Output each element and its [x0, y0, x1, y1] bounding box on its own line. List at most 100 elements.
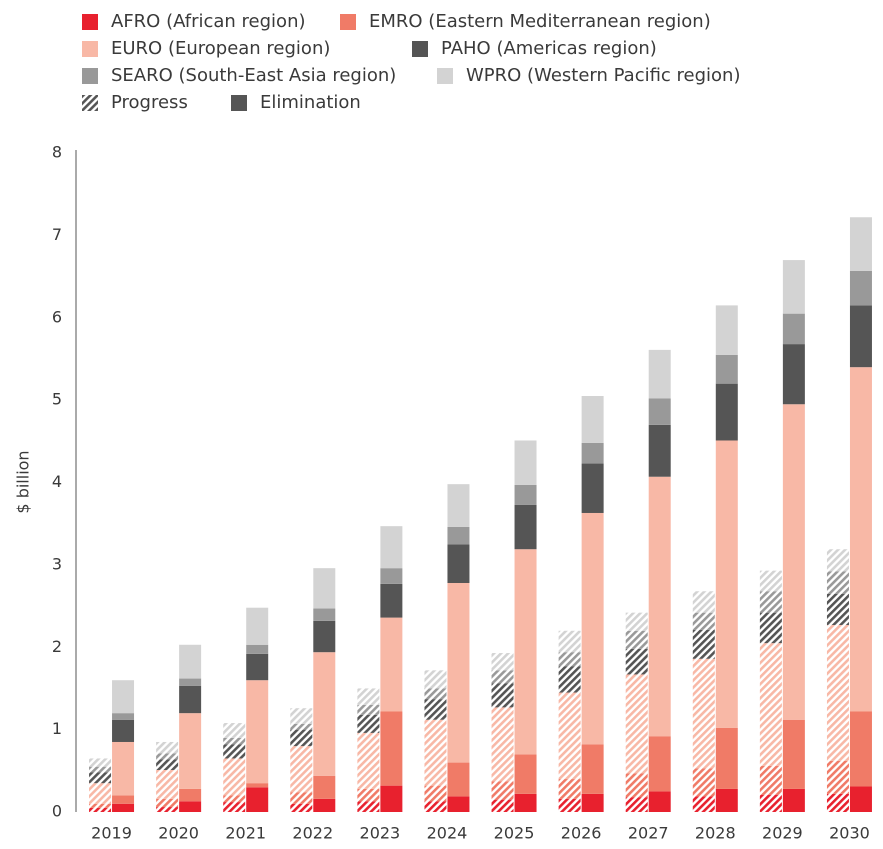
x-tick-label: 2020 [158, 824, 199, 843]
progress-bar-segment [357, 801, 380, 812]
progress-bar-segment [89, 766, 112, 773]
elimination-bar-segment [246, 787, 269, 812]
elimination-bar-segment [782, 404, 805, 720]
elimination-bar-segment [447, 582, 470, 763]
progress-bar-segment [692, 768, 715, 797]
elimination-bar-segment [112, 795, 135, 804]
elimination-bar-segment [380, 526, 403, 569]
elimination-bar-segment [246, 644, 269, 654]
elimination-bar-segment [112, 719, 135, 742]
progress-bar-segment [89, 772, 112, 784]
progress-bar-segment [357, 714, 380, 733]
y-tick-label: 5 [52, 390, 62, 409]
elimination-bar-segment [581, 793, 604, 812]
progress-bar-segment [156, 759, 179, 770]
elimination-bar-segment [380, 617, 403, 712]
legend-label: WPRO (Western Pacific region) [466, 65, 741, 86]
elimination-bar-segment [313, 568, 336, 609]
progress-bar-segment [759, 612, 782, 644]
progress-bar-segment [625, 630, 648, 649]
elimination-bar-segment [179, 801, 202, 812]
y-tick-label: 0 [52, 802, 62, 821]
progress-bar-segment [826, 625, 849, 761]
progress-bar-segment [357, 704, 380, 715]
elimination-bar-segment [447, 544, 470, 583]
progress-bar-segment [826, 593, 849, 626]
legend-label: EURO (European region) [111, 38, 330, 59]
legend-label: SEARO (South-East Asia region) [111, 65, 396, 86]
elimination-bar-segment [715, 305, 738, 355]
y-tick-label: 7 [52, 225, 62, 244]
progress-bar-segment [89, 758, 112, 767]
progress-bar-segment [491, 670, 514, 684]
progress-bar-segment [692, 629, 715, 659]
legend-swatch [231, 95, 247, 111]
elimination-bar-segment [447, 526, 470, 545]
elimination-bar-segment [313, 608, 336, 621]
elimination-bar-segment [514, 754, 537, 794]
x-tick-label: 2019 [91, 824, 132, 843]
progress-bar-segment [223, 758, 246, 796]
x-tick-label: 2025 [494, 824, 535, 843]
elimination-bar-segment [581, 512, 604, 745]
progress-bar-segment [223, 802, 246, 812]
progress-bar-segment [759, 570, 782, 592]
elimination-bar-segment [849, 367, 872, 712]
elimination-bar-segment [246, 783, 269, 788]
y-tick-label: 6 [52, 307, 62, 326]
progress-bar-segment [625, 674, 648, 774]
progress-bar-segment [558, 652, 581, 667]
legend-swatch [340, 14, 356, 30]
elimination-bar-segment [179, 644, 202, 679]
progress-bar-segment [223, 744, 246, 759]
elimination-bar-segment [715, 383, 738, 441]
elimination-bar-segment [380, 583, 403, 618]
y-tick-label: 3 [52, 554, 62, 573]
progress-bar-segment [156, 753, 179, 760]
elimination-bar-segment [179, 713, 202, 789]
y-axis-label: $ billion [14, 450, 33, 513]
progress-bar-segment [290, 729, 313, 747]
progress-bar-segment [491, 653, 514, 671]
progress-bar-segment [826, 760, 849, 794]
x-tick-label: 2023 [360, 824, 401, 843]
x-tick-label: 2029 [762, 824, 803, 843]
progress-bar-segment [491, 799, 514, 812]
elimination-bar-segment [112, 680, 135, 714]
progress-bar-segment [156, 769, 179, 799]
progress-bar-segment [826, 549, 849, 572]
elimination-bar-segment [313, 620, 336, 653]
elimination-bar-segment [179, 685, 202, 714]
legend-swatch [412, 41, 428, 57]
progress-bar-segment [692, 796, 715, 812]
legend-label: Progress [111, 92, 188, 113]
progress-bar-segment [357, 688, 380, 705]
progress-bar-segment [290, 792, 313, 804]
elimination-bar-segment [514, 504, 537, 550]
elimination-bar-segment [581, 744, 604, 794]
progress-bar-segment [156, 798, 179, 808]
elimination-bar-segment [246, 680, 269, 784]
elimination-bar-segment [849, 786, 872, 812]
elimination-bar-segment [112, 713, 135, 720]
elimination-bar-segment [380, 568, 403, 584]
progress-bar-segment [290, 746, 313, 793]
elimination-bar-segment [447, 762, 470, 797]
progress-bar-segment [625, 612, 648, 631]
progress-bar-segment [424, 719, 447, 786]
progress-bar-segment [424, 785, 447, 802]
progress-bar-segment [424, 688, 447, 700]
progress-bar-segment [692, 612, 715, 630]
elimination-bar-segment [112, 803, 135, 812]
elimination-bar-segment [313, 775, 336, 799]
progress-bar-segment [759, 765, 782, 795]
progress-bar-segment [290, 708, 313, 724]
x-tick-label: 2026 [561, 824, 602, 843]
elimination-bar-segment [648, 791, 671, 812]
progress-bar-segment [357, 788, 380, 802]
progress-bar-segment [558, 630, 581, 653]
progress-bar-segment [558, 798, 581, 812]
elimination-bar-segment [246, 607, 269, 645]
elimination-bar-segment [715, 788, 738, 812]
